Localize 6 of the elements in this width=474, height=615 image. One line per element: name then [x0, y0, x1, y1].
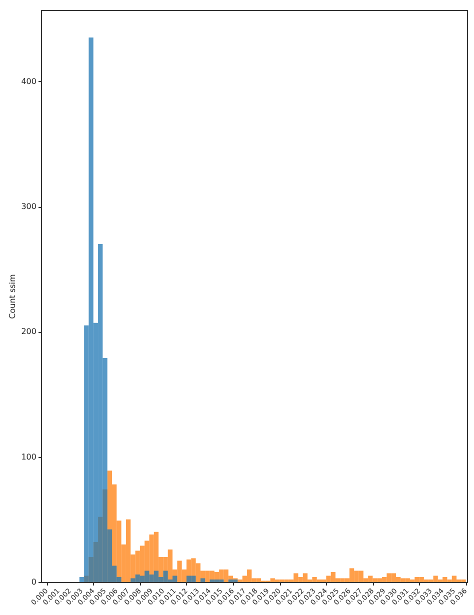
- y-tick-label: 0: [31, 578, 36, 586]
- y-axis-title: Count ssim: [8, 274, 18, 319]
- y-tick-label: 100: [21, 452, 36, 462]
- y-tick-label: 300: [21, 202, 36, 212]
- y-tick-label: 400: [21, 76, 36, 86]
- y-tick-label: 200: [21, 327, 36, 336]
